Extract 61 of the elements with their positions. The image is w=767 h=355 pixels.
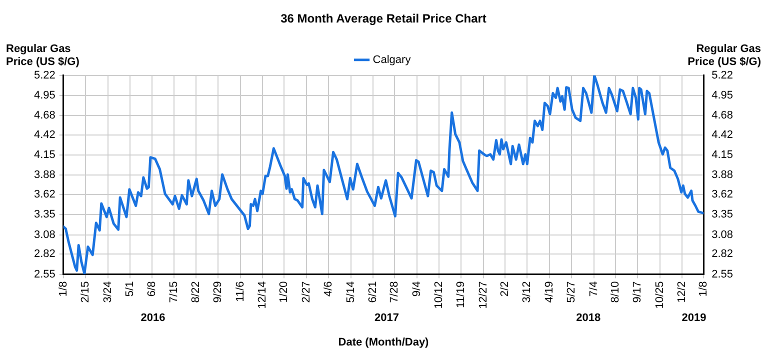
x-tick-label: 2/15 bbox=[80, 281, 92, 303]
x-tick-label: 2/2 bbox=[499, 281, 512, 297]
x-tick-label: 9/4 bbox=[410, 281, 423, 297]
y2-tick-label: 3.08 bbox=[712, 228, 734, 241]
y-tick-label: 3.35 bbox=[34, 208, 56, 221]
x-tick-label: 7/4 bbox=[588, 281, 600, 297]
y2-tick-label: 4.42 bbox=[712, 129, 734, 142]
y-tick-label: 4.42 bbox=[34, 129, 56, 142]
text: 2019 bbox=[682, 312, 706, 324]
x-tick-label: 8/10 bbox=[609, 281, 622, 303]
x-tick-label: 6/8 bbox=[146, 281, 158, 297]
x-tick-label: 1/20 bbox=[278, 281, 290, 303]
x-tick-label: 10/25 bbox=[654, 281, 666, 309]
y-tick-label: 5.22 bbox=[34, 69, 56, 82]
x-tick-label: 6/21 bbox=[367, 281, 380, 303]
x-tick-label: 11/6 bbox=[234, 281, 246, 302]
x-tick-label: 11/19 bbox=[455, 281, 468, 308]
x-tick-label: 7/15 bbox=[168, 281, 180, 303]
x-tick-label: 7/28 bbox=[388, 281, 401, 303]
y2-tick-label: 4.68 bbox=[712, 110, 734, 122]
y2-tick-label: 3.35 bbox=[712, 208, 734, 221]
y-axis-title: Regular Gas Price (US $/G) bbox=[6, 42, 80, 68]
x-tick-label: 2/27 bbox=[300, 281, 312, 303]
x-tick-label: 4/19 bbox=[543, 281, 556, 303]
text: 2016 bbox=[140, 312, 166, 324]
chart-title: 36 Month Average Retail Price Chart bbox=[280, 12, 486, 26]
text: 2017 bbox=[374, 312, 399, 324]
y2-tick-label: 2.82 bbox=[712, 248, 734, 260]
x-tick-label: 9/29 bbox=[212, 281, 224, 303]
y2-axis-title: Regular Gas Price (US $/G) bbox=[688, 42, 762, 68]
y-tick-label: 2.55 bbox=[34, 268, 56, 280]
x-tick-label: 1/8 bbox=[57, 281, 70, 297]
x-tick-label: 9/17 bbox=[632, 281, 644, 303]
y-tick-label: 4.68 bbox=[34, 110, 56, 122]
y-tick-label: 3.62 bbox=[34, 188, 56, 201]
x-tick-label: 12/14 bbox=[256, 281, 269, 309]
x-tick-label: 12/27 bbox=[477, 281, 490, 309]
text: 2018 bbox=[576, 312, 601, 324]
x-tick-label: 3/12 bbox=[521, 281, 534, 303]
y2-tick-label: 3.88 bbox=[712, 169, 734, 182]
y-tick-label: 2.82 bbox=[34, 248, 56, 260]
y-tick-label: 3.88 bbox=[34, 169, 56, 182]
y2-tick-label: 3.62 bbox=[712, 188, 734, 201]
x-tick-label: 5/27 bbox=[566, 281, 578, 303]
x-tick-label: 10/12 bbox=[433, 281, 446, 309]
x-axis-title: Date (Month/Day) bbox=[338, 336, 430, 348]
x-tick-label: 1/8 bbox=[698, 281, 710, 297]
x-tick-label: 5/1 bbox=[124, 281, 136, 297]
y2-tick-label: 4.15 bbox=[712, 149, 734, 162]
y2-tick-label: 5.22 bbox=[712, 69, 734, 82]
y2-tick-label: 2.55 bbox=[712, 268, 734, 280]
x-tick-label: 4/6 bbox=[322, 281, 335, 297]
x-tick-label: 3/24 bbox=[102, 281, 114, 303]
legend-label: Calgary bbox=[372, 54, 412, 66]
y-tick-label: 3.08 bbox=[34, 228, 56, 241]
y2-tick-label: 4.95 bbox=[712, 90, 734, 102]
x-tick-label: 5/14 bbox=[344, 281, 357, 303]
y-tick-label: 4.95 bbox=[34, 90, 56, 102]
y-tick-label: 4.15 bbox=[34, 149, 56, 162]
x-tick-label: 12/2 bbox=[676, 281, 688, 303]
x-tick-label: 8/22 bbox=[190, 281, 202, 303]
